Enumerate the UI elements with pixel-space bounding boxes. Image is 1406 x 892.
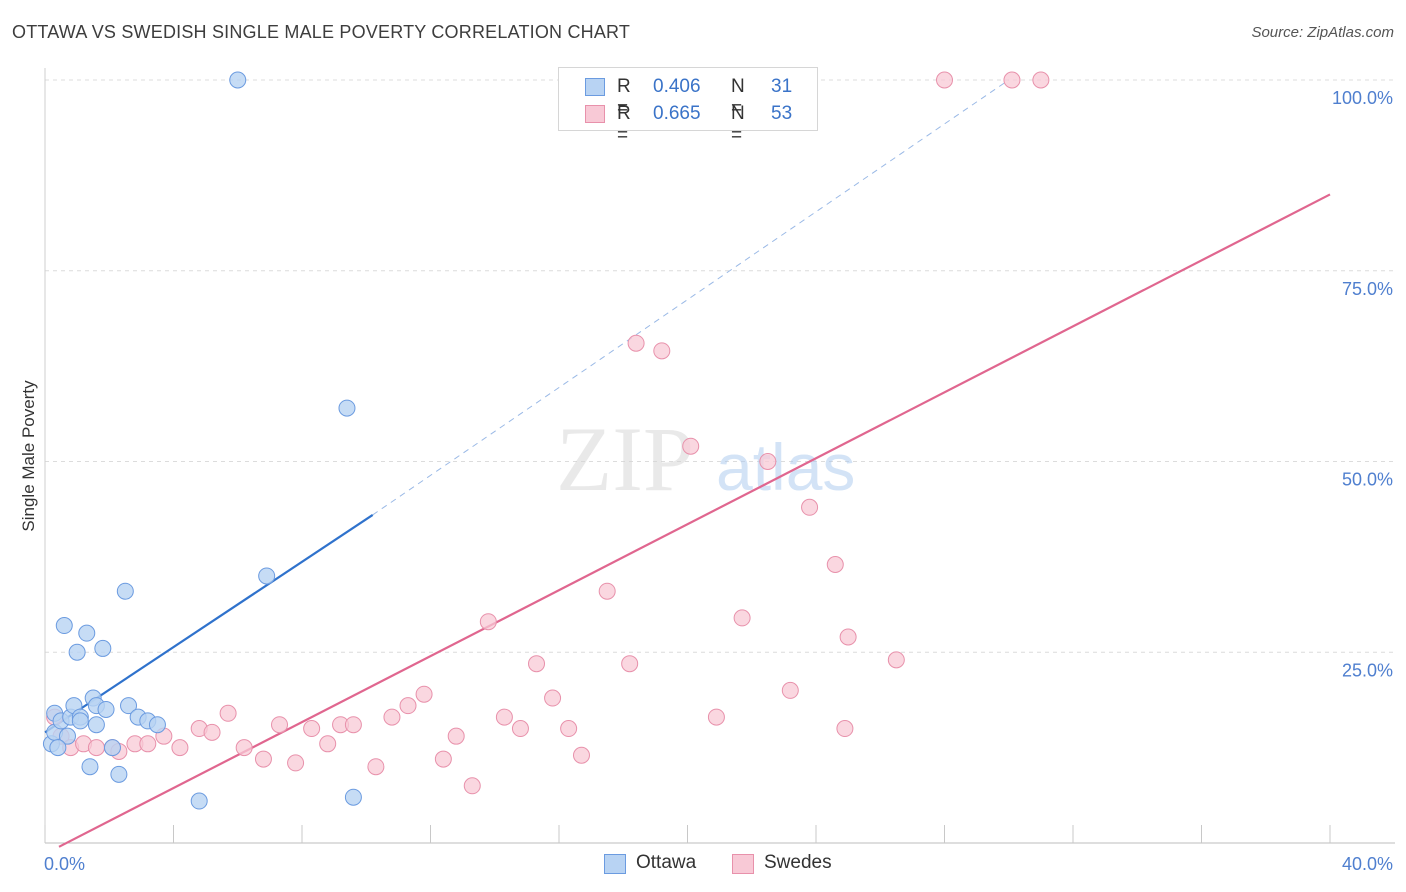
swedes-trend-line: [58, 193, 1331, 848]
ottawa-point: [97, 700, 115, 718]
swedes-point: [399, 697, 417, 715]
swedes-point: [836, 720, 854, 738]
ottawa-point: [338, 399, 356, 417]
swedes-point: [219, 704, 237, 722]
legend-r-value: 0.406: [653, 76, 701, 97]
legend-r-label: R =: [617, 103, 631, 146]
swedes-point: [434, 750, 452, 768]
swedes-point: [171, 739, 189, 757]
swedes-point: [733, 609, 751, 627]
swedes-point: [936, 71, 953, 89]
watermark-zip: ZIP: [556, 408, 694, 510]
swedes-point: [781, 681, 799, 699]
swedes-point: [653, 342, 671, 360]
swedes-point: [1032, 71, 1050, 89]
swedes-point: [682, 437, 700, 455]
bottom-legend-label: Swedes: [764, 852, 832, 873]
legend-n-label: N =: [731, 103, 745, 146]
swedes-point: [287, 754, 305, 772]
ottawa-point: [103, 739, 121, 757]
swedes-point: [544, 689, 562, 707]
y-axis-label: Single Male Poverty: [19, 380, 38, 532]
swedes-point: [344, 716, 362, 734]
tick-labels: 25.0% 50.0% 75.0% 100.0% 0.0% 40.0%: [44, 88, 1393, 874]
swedes-point: [235, 739, 253, 757]
swedes-swatch: [732, 854, 754, 874]
swedes-point: [383, 708, 401, 726]
data-points: [42, 71, 1050, 810]
y-tick-label: 25.0%: [1342, 660, 1393, 680]
swedes-point: [572, 746, 590, 764]
x-tick-label: 0.0%: [44, 854, 85, 874]
axes: [44, 68, 1395, 844]
swedes-point: [839, 628, 857, 646]
swedes-point: [415, 685, 433, 703]
watermark-atlas: atlas: [716, 430, 855, 504]
swedes-point: [826, 556, 844, 574]
gridlines: [45, 79, 1395, 653]
swedes-point: [303, 720, 321, 738]
ottawa-point: [258, 567, 276, 585]
ottawa-point: [87, 716, 105, 734]
ottawa-point: [148, 716, 166, 734]
swedes-point: [271, 716, 289, 734]
swedes-point: [447, 727, 465, 745]
legend-r-value: 0.665: [653, 103, 701, 124]
ottawa-point: [58, 727, 76, 745]
chart-title: OTTAWA VS SWEDISH SINGLE MALE POVERTY CO…: [12, 22, 631, 42]
ottawa-trend-extension: [372, 79, 1010, 516]
ottawa-swatch: [604, 854, 626, 874]
swedes-point: [319, 735, 337, 753]
swedes-point: [1003, 71, 1021, 89]
x-tick-label: 40.0%: [1342, 854, 1393, 874]
swedes-point: [707, 708, 725, 726]
ottawa-point: [71, 712, 89, 730]
swedes-point: [203, 723, 221, 741]
ottawa-point: [78, 624, 96, 642]
swedes-point: [801, 498, 819, 516]
ottawa-point: [120, 697, 138, 715]
y-tick-label: 50.0%: [1342, 470, 1393, 490]
swedes-swatch: [585, 105, 605, 123]
swedes-point: [87, 739, 105, 757]
legend-n-value: 31: [771, 76, 793, 97]
ottawa-point: [344, 788, 362, 806]
swedes-point: [254, 750, 272, 768]
swedes-point: [139, 735, 157, 753]
swedes-point: [598, 582, 616, 600]
swedes-point: [621, 655, 639, 673]
y-tick-label: 100.0%: [1332, 88, 1393, 108]
swedes-point: [463, 777, 481, 795]
legend-n-label: N =: [731, 76, 745, 119]
watermark: ZIP atlas: [556, 408, 855, 510]
ottawa-point: [81, 758, 99, 776]
swedes-point: [759, 453, 777, 470]
ottawa-point: [55, 617, 73, 635]
ottawa-swatch: [585, 78, 605, 96]
ottawa-point: [116, 582, 134, 600]
ottawa-point: [190, 792, 208, 810]
legend-n-value: 53: [771, 103, 793, 124]
source-label: Source: ZipAtlas.com: [1251, 24, 1394, 41]
ottawa-point: [68, 643, 86, 661]
ottawa-point: [49, 739, 67, 757]
y-tick-label: 75.0%: [1342, 279, 1393, 299]
ottawa-point: [229, 71, 247, 89]
swedes-point: [627, 334, 645, 352]
swedes-point: [367, 758, 385, 776]
legend-r-label: R =: [617, 76, 631, 119]
swedes-point: [887, 651, 905, 669]
swedes-point: [479, 613, 497, 631]
ottawa-point: [94, 639, 112, 657]
bottom-legend-label: Ottawa: [636, 852, 697, 873]
swedes-point: [560, 720, 578, 738]
legend: R = 0.406 N = 31 R = 0.665 N = 53: [558, 67, 818, 146]
swedes-point: [495, 708, 513, 726]
swedes-point: [511, 720, 529, 738]
swedes-point: [528, 655, 546, 673]
ottawa-point: [110, 765, 128, 783]
